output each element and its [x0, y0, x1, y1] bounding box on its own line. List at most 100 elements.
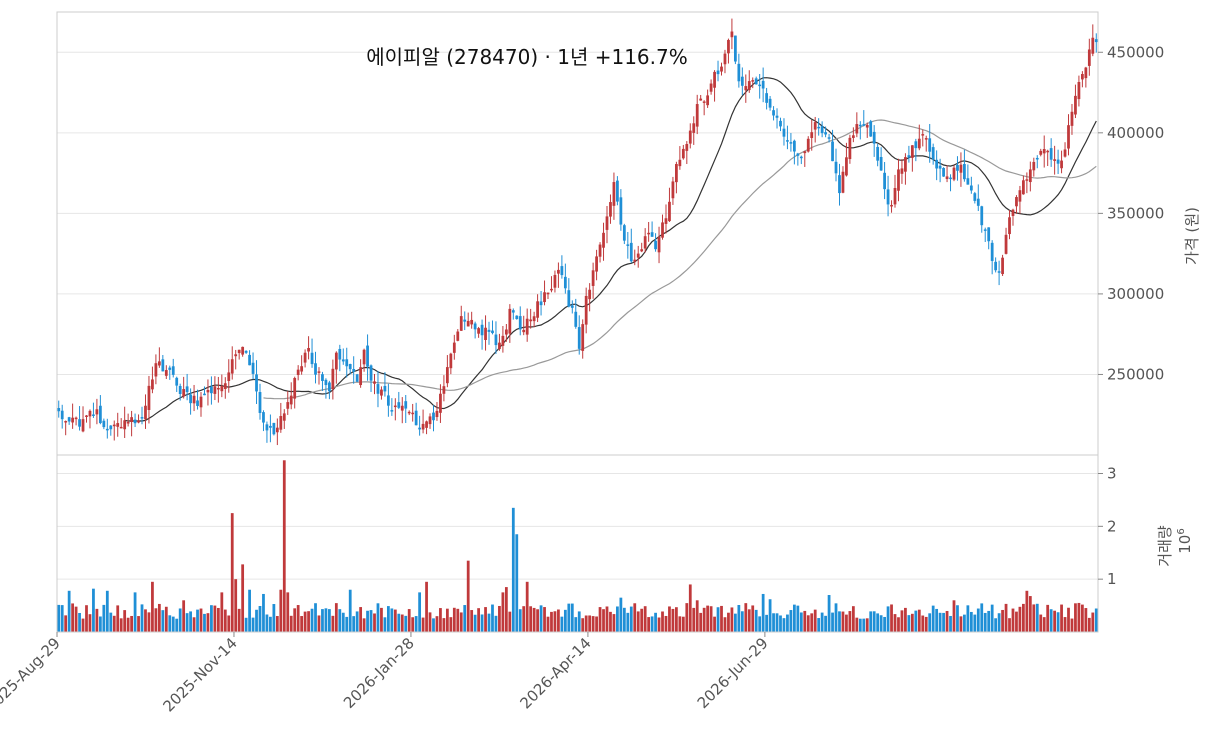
volume-bar	[123, 610, 127, 632]
candle-body	[671, 181, 675, 199]
candle-body	[959, 164, 963, 173]
price-tick-label: 250000	[1107, 365, 1164, 383]
candle-body	[845, 157, 848, 176]
candle-body	[57, 408, 61, 412]
volume-bar	[973, 614, 977, 632]
candle-body	[223, 383, 227, 389]
candle-body	[112, 424, 116, 427]
volume-bar	[116, 605, 120, 632]
candle-body	[445, 367, 449, 384]
volume-bar	[383, 617, 387, 632]
volume-bar	[484, 607, 487, 632]
candle-body	[109, 425, 113, 430]
candle-body	[695, 104, 699, 127]
volume-bar	[133, 592, 137, 632]
volume-bar	[598, 607, 602, 632]
volume-bar	[463, 605, 467, 632]
candle-body	[470, 319, 474, 325]
candle-body	[799, 156, 803, 159]
candle-body	[702, 101, 706, 103]
volume-bar	[1077, 602, 1081, 632]
candle-body	[640, 249, 644, 252]
volume-bar	[102, 604, 106, 632]
volume-bar	[1004, 603, 1008, 632]
candle-body	[595, 256, 598, 272]
price-tick-label: 400000	[1107, 124, 1164, 142]
candle-body	[720, 66, 723, 72]
candle-body	[199, 396, 203, 408]
candle-body	[904, 157, 907, 172]
volume-bar	[546, 616, 550, 632]
volume-bar	[827, 595, 831, 632]
volume-bar	[1084, 608, 1088, 632]
candle-body	[95, 409, 99, 415]
candle-body	[688, 130, 692, 144]
candle-body	[747, 81, 751, 91]
volume-bar	[758, 616, 762, 632]
candle-body	[817, 126, 821, 129]
candle-body	[1056, 159, 1060, 164]
candle-body	[740, 76, 744, 86]
candle-body	[407, 411, 411, 414]
volume-bar	[421, 617, 425, 632]
price-axis-label: 가격 (원)	[1183, 207, 1201, 265]
volume-bar	[688, 584, 692, 632]
volume-bar	[477, 608, 480, 632]
volume-bar	[654, 612, 657, 632]
candle-body	[1032, 161, 1036, 171]
volume-bar	[279, 589, 283, 632]
volume-bar	[980, 603, 984, 632]
candle-body	[449, 353, 453, 369]
volume-bar	[137, 616, 140, 632]
candle-body	[1053, 159, 1057, 161]
volume-bar	[418, 592, 422, 632]
volume-bar	[411, 617, 415, 632]
volume-bar	[435, 616, 439, 632]
candle-body	[251, 362, 255, 374]
date-tick-label: 2026-Apr-14	[516, 634, 594, 712]
volume-tick-label: 2	[1107, 517, 1117, 535]
volume-bar	[1018, 606, 1022, 632]
date-tick-label: 2026-Jun-29	[694, 634, 772, 712]
candle-body	[265, 424, 269, 431]
volume-bar	[1087, 617, 1091, 632]
volume-bar	[720, 605, 723, 632]
volume-bar	[1091, 612, 1095, 632]
date-axis: 2025-Aug-29 2025-Nov-14 2026-Jan-28 2026-Ap…	[0, 632, 772, 715]
candle-body	[806, 138, 810, 152]
volume-bar	[695, 600, 699, 632]
volume-bar	[921, 615, 925, 632]
candle-body	[591, 270, 595, 286]
candle-body	[289, 395, 293, 405]
candle-body	[987, 227, 991, 242]
candle-body	[168, 367, 172, 370]
candle-body	[754, 78, 758, 85]
volume-bar	[321, 609, 324, 632]
candle-body	[879, 157, 883, 171]
volume-bar	[189, 611, 192, 632]
candle-body	[789, 142, 793, 144]
candle-body	[456, 331, 460, 341]
volume-bar	[355, 611, 359, 632]
volume-bar	[851, 606, 855, 632]
volume-bar	[119, 618, 123, 632]
candle-body	[310, 352, 314, 365]
candle-body	[619, 197, 623, 225]
volume-bar	[675, 607, 678, 632]
volume-bar	[334, 603, 338, 632]
volume-bar	[234, 579, 238, 632]
volume-bar	[789, 610, 793, 632]
candle-body	[487, 329, 491, 332]
volume-bar	[945, 610, 949, 632]
candle-body	[685, 144, 689, 151]
candle-body	[938, 165, 942, 169]
volume-bar	[900, 610, 904, 632]
candle-body	[813, 122, 817, 130]
candle-body	[328, 382, 331, 392]
volume-bar	[990, 604, 994, 632]
volume-bar	[1001, 609, 1004, 632]
candle-body	[147, 385, 151, 410]
candle-body	[362, 349, 366, 365]
candle-body	[244, 350, 248, 353]
candle-body	[692, 123, 696, 133]
